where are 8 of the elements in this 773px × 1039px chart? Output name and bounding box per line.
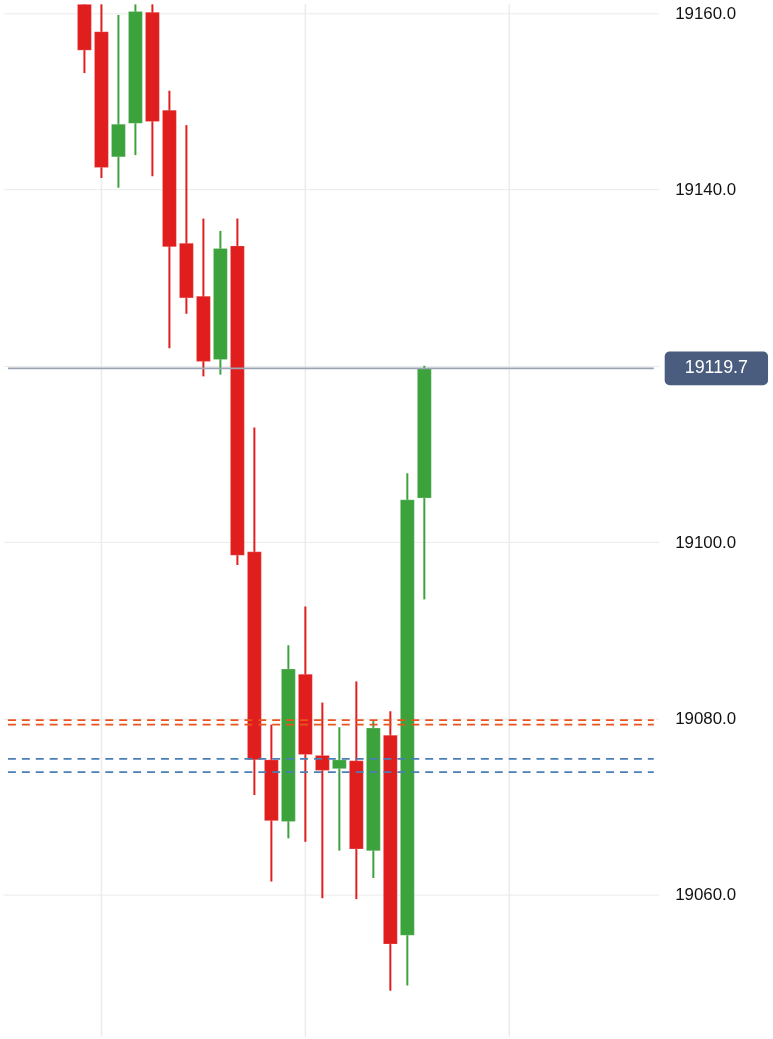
- y-tick-label: 19160.0: [675, 3, 737, 23]
- y-tick-label: 19060.0: [675, 885, 737, 905]
- ref-line-label: 19119.7: [684, 357, 749, 378]
- candlestick: [315, 701, 330, 900]
- y-tick-label: 19100.0: [675, 532, 737, 552]
- y-tick-label: 19080.0: [675, 708, 737, 728]
- y-tick-label: 19140.0: [675, 179, 737, 199]
- candlestick: [332, 726, 347, 852]
